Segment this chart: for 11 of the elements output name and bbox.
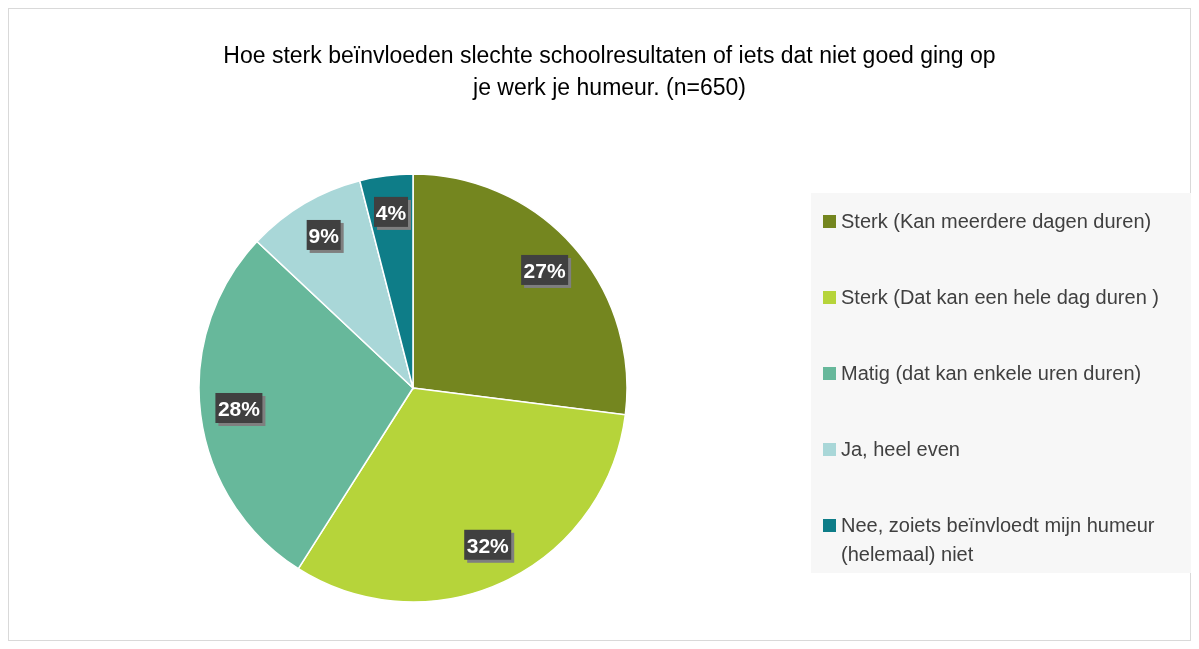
legend-label: Ja, heel even bbox=[841, 438, 960, 460]
data-label: 4% bbox=[375, 200, 407, 224]
data-label: 32% bbox=[466, 533, 510, 557]
chart-title: Hoe sterk beïnvloeden slechte schoolresultaten of iets dat niet goed ging op je werk je humeur. (n=650) bbox=[223, 42, 996, 100]
data-label: 9% bbox=[308, 223, 340, 247]
data-label: 27% bbox=[523, 258, 566, 282]
legend-label: Matig (dat kan enkele uren duren) bbox=[841, 362, 1142, 384]
legend-label: Sterk (Dat kan een hele dag duren ) bbox=[841, 286, 1159, 308]
legend-label: Nee, zoiets beïnvloedt mijn humeur (helemaal) niet bbox=[841, 514, 1155, 565]
data-label: 28% bbox=[217, 396, 261, 420]
legend-label: Sterk (Kan meerdere dagen duren) bbox=[841, 210, 1152, 232]
